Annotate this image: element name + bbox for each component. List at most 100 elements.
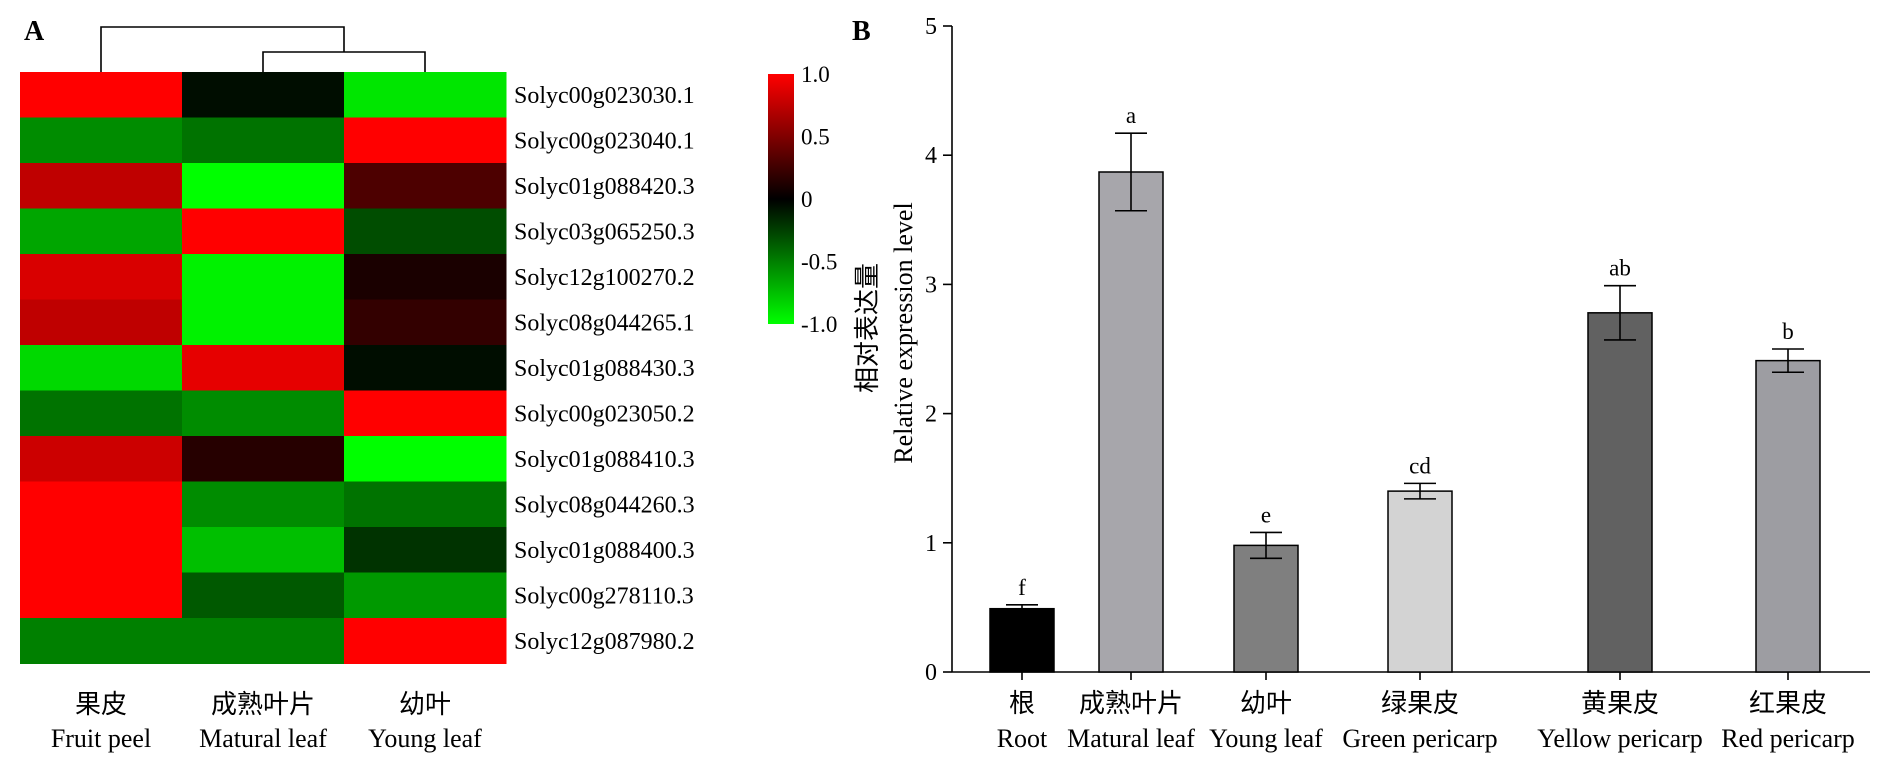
gene-label: Solyc01g088430.3 — [514, 356, 695, 382]
y-tick-label: 2 — [925, 402, 937, 428]
category-label-en: Matural leaf — [1067, 724, 1195, 753]
category-label-en: Red pericarp — [1721, 724, 1855, 753]
heatmap-cell-r12-c0 — [20, 618, 183, 664]
column-dendrogram — [100, 26, 426, 72]
colorbar-tick-label: -0.5 — [801, 250, 837, 275]
gene-label: Solyc12g087980.2 — [514, 629, 695, 655]
bar-4 — [1587, 312, 1653, 673]
heatmap-cell-r11-c1 — [182, 572, 345, 619]
heatmap-cell-r1-c2 — [344, 117, 507, 164]
y-axis-label-zh: 相对表达量 — [853, 263, 882, 393]
heatmap-cell-r2-c1 — [182, 163, 345, 209]
heatmap-cell-r10-c0 — [20, 527, 183, 573]
heatmap-cell-r2-c0 — [20, 163, 183, 209]
bar-3 — [1387, 490, 1453, 673]
heatmap-cell-r12-c2 — [344, 618, 507, 664]
heatmap-cell-r4-c1 — [182, 254, 345, 300]
heatmap-cell-r6-c1 — [182, 345, 345, 391]
heatmap-column-label-en: Young leaf — [368, 724, 482, 753]
heatmap-cell-r1-c1 — [182, 117, 345, 164]
heatmap-cell-r9-c1 — [182, 481, 345, 528]
gene-label: Solyc00g023040.1 — [514, 128, 695, 154]
gene-label: Solyc00g023050.2 — [514, 401, 695, 427]
category-label-zh: 成熟叶片 — [1079, 689, 1183, 718]
heatmap-cell-r5-c1 — [182, 299, 345, 346]
category-label-zh: 幼叶 — [1240, 689, 1292, 718]
heatmap-cell-r9-c0 — [20, 481, 183, 528]
y-tick-label: 4 — [925, 143, 937, 169]
heatmap-cell-r0-c0 — [20, 72, 183, 118]
gene-label: Solyc01g088400.3 — [514, 538, 695, 564]
category-label-en: Root — [997, 724, 1048, 753]
bar-chart-bars: f a e cd ab b — [989, 103, 1821, 673]
heatmap-cell-r0-c1 — [182, 72, 345, 118]
category-label-zh: 根 — [1009, 689, 1035, 718]
heatmap-cell-r7-c0 — [20, 390, 183, 437]
bar-chart-category-labels: 根 Root 成熟叶片 Matural leaf 幼叶 Young leaf 绿果皮 Gree… — [997, 689, 1855, 753]
gene-label: Solyc08g044260.3 — [514, 492, 695, 518]
category-label-en: Green pericarp — [1342, 724, 1497, 753]
heatmap-cell-r8-c2 — [344, 436, 507, 482]
significance-label: f — [1018, 575, 1026, 600]
heatmap-cell-r10-c1 — [182, 527, 345, 573]
heatmap-panel: Solyc00g023030.1 Solyc00g023040.1 Solyc01g… — [20, 26, 837, 753]
heatmap-cell-r12-c1 — [182, 618, 345, 664]
dendrogram-inner-branch — [262, 51, 426, 72]
category-label-zh: 黄果皮 — [1581, 689, 1659, 718]
category-label-en: Yellow pericarp — [1537, 724, 1703, 753]
category-label-zh: 红果皮 — [1749, 689, 1827, 718]
heatmap-cell-r7-c2 — [344, 390, 507, 437]
heatmap-cell-r3-c1 — [182, 208, 345, 255]
category-label-zh: 绿果皮 — [1381, 689, 1459, 718]
heatmap-cell-r4-c2 — [344, 254, 507, 300]
significance-label: cd — [1409, 453, 1431, 478]
significance-label: ab — [1609, 256, 1631, 281]
heatmap-cell-r8-c1 — [182, 436, 345, 482]
colorbar-tick-label: 0 — [801, 187, 813, 212]
heatmap-cells — [20, 72, 507, 664]
heatmap-column-label-en: Matural leaf — [199, 724, 327, 753]
y-tick-label: 3 — [925, 272, 937, 298]
heatmap-cell-r7-c1 — [182, 390, 345, 437]
heatmap-cell-r6-c0 — [20, 345, 183, 391]
panel-a-label: A — [24, 16, 45, 47]
panel-b-label: B — [852, 16, 871, 47]
significance-label: e — [1261, 502, 1271, 527]
heatmap-column-label-zh: 成熟叶片 — [211, 690, 315, 719]
gene-label: Solyc00g278110.3 — [514, 583, 694, 609]
heatmap-cell-r2-c2 — [344, 163, 507, 209]
y-tick-label: 5 — [925, 14, 937, 40]
gene-labels: Solyc00g023030.1 Solyc00g023040.1 Solyc01g… — [514, 83, 695, 655]
heatmap-cell-r8-c0 — [20, 436, 183, 482]
heatmap-column-labels: 果皮 Fruit peel 成熟叶片 Matural leaf 幼叶 Young leaf — [51, 690, 482, 753]
gene-label: Solyc03g065250.3 — [514, 219, 695, 245]
heatmap-column-label-zh: 幼叶 — [399, 690, 451, 719]
gene-label: Solyc01g088410.3 — [514, 447, 695, 473]
gene-label: Solyc00g023030.1 — [514, 83, 695, 109]
colorbar-tick-label: 1.0 — [801, 62, 830, 87]
bar-2 — [1233, 544, 1299, 673]
gene-label: Solyc01g088420.3 — [514, 174, 695, 200]
y-tick-label: 0 — [925, 660, 937, 686]
heatmap-cell-r5-c2 — [344, 299, 507, 346]
bar-1 — [1098, 171, 1164, 673]
gene-label: Solyc08g044265.1 — [514, 310, 695, 336]
y-axis-label-en: Relative expression level — [889, 202, 918, 463]
heatmap-column-label-zh: 果皮 — [75, 690, 127, 719]
heatmap-cell-r9-c2 — [344, 481, 507, 528]
heatmap-cell-r10-c2 — [344, 527, 507, 573]
category-label-en: Young leaf — [1209, 724, 1323, 753]
heatmap-cell-r11-c2 — [344, 572, 507, 619]
dendrogram-outer-branch — [100, 26, 345, 72]
colorbar-gradient — [768, 74, 794, 324]
colorbar: 1.0 0.5 0 -0.5 -1.0 — [768, 62, 837, 337]
heatmap-cell-r1-c0 — [20, 117, 183, 164]
heatmap-cell-r5-c0 — [20, 299, 183, 346]
heatmap-cell-r0-c2 — [344, 72, 507, 118]
colorbar-tick-label: 0.5 — [801, 125, 830, 150]
bar-5 — [1755, 359, 1821, 673]
significance-label: a — [1126, 103, 1136, 128]
heatmap-cell-r6-c2 — [344, 345, 507, 391]
significance-label: b — [1782, 319, 1794, 344]
